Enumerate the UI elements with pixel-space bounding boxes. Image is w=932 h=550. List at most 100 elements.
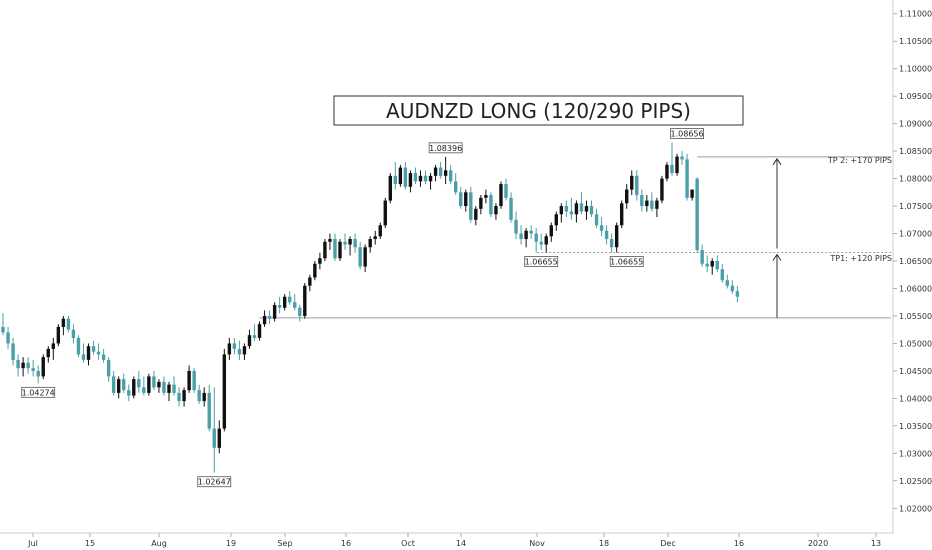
- candle-body: [428, 175, 433, 182]
- candle-body: [554, 214, 558, 226]
- candle-body: [660, 178, 664, 201]
- candle-body: [408, 173, 413, 187]
- price-label-text: 1.08656: [671, 130, 704, 139]
- candle-body: [81, 354, 86, 360]
- y-tick-label: 1.03000: [899, 449, 932, 458]
- price-label-box: [428, 142, 463, 154]
- y-tick-label: 1.04000: [899, 394, 932, 403]
- candle-body: [21, 362, 25, 369]
- candle-body: [11, 343, 15, 360]
- candle-body: [655, 200, 659, 209]
- candle-body: [247, 335, 252, 347]
- candle-body: [212, 428, 216, 448]
- candle-body: [272, 304, 277, 319]
- candle-body: [358, 247, 362, 267]
- y-tick-label: 1.04500: [899, 367, 932, 376]
- candle-body: [26, 362, 30, 369]
- candle-body: [232, 343, 237, 349]
- candle-body: [91, 346, 96, 352]
- price-label: 1.06655: [609, 256, 644, 267]
- candle-body: [338, 241, 342, 259]
- candle-body: [700, 250, 704, 264]
- y-tick-label: 1.05500: [899, 312, 932, 321]
- y-tick-label: 1.08000: [899, 175, 932, 184]
- candle-body: [328, 239, 332, 242]
- candle-body: [459, 192, 463, 207]
- candle-body: [464, 192, 468, 207]
- tp1-arrow: [772, 253, 782, 318]
- y-tick-label: 1.05000: [899, 339, 932, 348]
- candle-body: [665, 164, 669, 179]
- x-tick-label: Nov: [529, 539, 545, 548]
- candle-body: [96, 351, 101, 355]
- candle-body: [403, 167, 408, 187]
- candle-body: [308, 277, 312, 286]
- candle-body: [398, 167, 403, 185]
- candle-body: [122, 379, 126, 391]
- candle-body: [167, 384, 171, 393]
- price-label: 1.08396: [428, 142, 463, 154]
- y-tick-label: 1.10000: [899, 65, 932, 74]
- candle-body: [619, 203, 624, 226]
- title-box: [333, 95, 744, 126]
- x-tick-label: 13: [871, 539, 881, 548]
- x-tick-label: Jul: [27, 539, 38, 548]
- candle-body: [368, 239, 372, 248]
- candle-body: [363, 247, 367, 267]
- candle-body: [373, 236, 377, 240]
- candle-body: [1, 326, 5, 333]
- candle-body: [715, 261, 719, 270]
- candle-body: [36, 370, 40, 377]
- candle-body: [625, 189, 629, 204]
- candles: [1, 142, 740, 473]
- candle-body: [182, 390, 186, 402]
- candle-body: [267, 315, 272, 319]
- candle-body: [609, 239, 614, 248]
- candle-body: [61, 318, 66, 327]
- price-label: 1.08656: [670, 128, 704, 139]
- y-tick-label: 1.02000: [899, 504, 932, 513]
- candle-body: [650, 200, 654, 209]
- candle-body: [187, 370, 191, 391]
- x-tick-label: 18: [599, 539, 609, 548]
- candle-body: [343, 241, 347, 245]
- candle-body: [509, 197, 513, 220]
- candle-body: [106, 359, 111, 377]
- candle-body: [604, 230, 609, 240]
- candle-body: [690, 189, 694, 198]
- candle-body: [574, 203, 579, 215]
- price-label-box: [524, 256, 559, 267]
- candle-body: [695, 178, 699, 251]
- y-tick-label: 1.10500: [899, 37, 932, 46]
- x-tick-label: 14: [456, 539, 466, 548]
- candle-body: [383, 200, 387, 226]
- price-label: 1.02647: [197, 476, 232, 488]
- candle-body: [378, 225, 382, 237]
- x-tick-label: 15: [85, 539, 95, 548]
- tp2-arrow-head: [772, 157, 782, 166]
- y-tick-label: 1.09500: [899, 92, 932, 101]
- candle-body: [313, 263, 317, 278]
- candle-body: [147, 376, 151, 393]
- candle-body: [142, 387, 146, 393]
- candle-body: [71, 329, 76, 338]
- candle-body: [494, 206, 498, 215]
- candle-body: [645, 200, 649, 207]
- candle-body: [6, 332, 10, 344]
- candle-body: [454, 181, 458, 193]
- candle-body: [614, 225, 619, 248]
- candle-body: [137, 379, 141, 388]
- candle-body: [177, 392, 181, 402]
- candle-body: [282, 296, 287, 308]
- candle-body: [132, 379, 136, 396]
- level-lines: [259, 156, 891, 319]
- tp2-annotation: TP 2: +170 PIPS: [827, 156, 892, 165]
- price-label-box: [670, 128, 704, 139]
- candle-body: [479, 197, 483, 209]
- candle-body: [725, 280, 730, 286]
- candle-body: [579, 203, 584, 212]
- candle-body: [469, 192, 473, 220]
- y-tick-label: 1.02500: [899, 477, 932, 486]
- candle-body: [519, 233, 523, 240]
- candle-body: [157, 381, 161, 388]
